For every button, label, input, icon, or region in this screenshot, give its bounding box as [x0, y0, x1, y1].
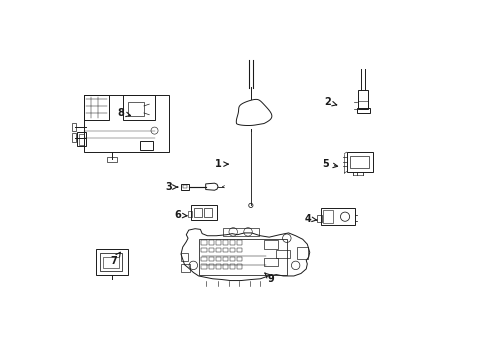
Bar: [215, 264, 221, 269]
Bar: [183, 185, 186, 189]
Bar: [194, 208, 202, 217]
Bar: [223, 228, 258, 237]
Bar: [346, 152, 372, 171]
Bar: [96, 249, 127, 275]
Bar: [321, 208, 354, 225]
Bar: [222, 248, 227, 252]
Bar: [297, 247, 307, 259]
Bar: [122, 95, 154, 120]
Bar: [222, 240, 227, 245]
Bar: [316, 215, 322, 222]
Bar: [128, 102, 143, 117]
Text: 2: 2: [324, 98, 336, 107]
Text: 6: 6: [174, 210, 186, 220]
Bar: [208, 264, 213, 269]
Bar: [358, 90, 367, 109]
Bar: [264, 240, 278, 249]
Bar: [204, 208, 212, 217]
Bar: [215, 257, 221, 261]
Bar: [229, 257, 235, 261]
Bar: [201, 264, 206, 269]
Bar: [188, 211, 191, 217]
Bar: [79, 134, 84, 145]
Bar: [198, 239, 286, 275]
Bar: [140, 141, 152, 150]
Bar: [107, 157, 117, 162]
Bar: [208, 240, 213, 245]
Bar: [100, 253, 122, 271]
Text: 7: 7: [110, 252, 120, 266]
Bar: [322, 210, 332, 223]
Bar: [222, 257, 227, 261]
Bar: [222, 264, 227, 269]
Bar: [236, 248, 242, 252]
Bar: [229, 240, 235, 245]
Bar: [201, 257, 206, 261]
Bar: [201, 248, 206, 252]
Bar: [181, 184, 188, 190]
Bar: [208, 257, 213, 261]
Bar: [190, 205, 217, 220]
Text: 8: 8: [117, 108, 130, 118]
Text: 5: 5: [322, 159, 337, 169]
Bar: [201, 240, 206, 245]
Text: 9: 9: [264, 273, 274, 284]
Bar: [84, 95, 108, 120]
Text: 3: 3: [165, 182, 177, 192]
Bar: [236, 264, 242, 269]
Text: 1: 1: [214, 159, 228, 169]
Bar: [236, 240, 242, 245]
Bar: [264, 258, 278, 266]
Bar: [236, 257, 242, 261]
Bar: [229, 248, 235, 252]
Bar: [208, 248, 213, 252]
Bar: [71, 134, 76, 142]
Text: 4: 4: [304, 214, 316, 224]
Bar: [215, 240, 221, 245]
Bar: [349, 156, 368, 168]
Bar: [71, 123, 76, 131]
Bar: [229, 264, 235, 269]
Bar: [215, 248, 221, 252]
Bar: [102, 257, 118, 268]
Bar: [77, 132, 85, 147]
Bar: [181, 264, 189, 272]
Bar: [181, 253, 188, 261]
Bar: [276, 249, 290, 258]
Bar: [356, 108, 369, 113]
Bar: [84, 95, 168, 152]
